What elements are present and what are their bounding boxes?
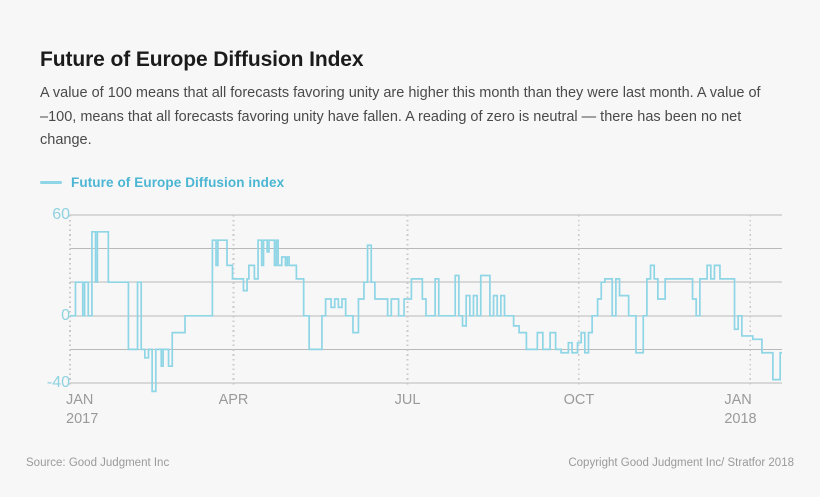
x-axis-tick: JAN 2017 bbox=[66, 392, 99, 427]
y-axis-tick: 0 bbox=[61, 306, 70, 324]
data-line-future-of-europe bbox=[70, 230, 782, 393]
chart-header: Future of Europe Diffusion Index A value… bbox=[40, 48, 780, 153]
x-axis-tick: JAN 2018 bbox=[724, 392, 757, 427]
x-axis-tick: JUL bbox=[394, 392, 421, 408]
chart-subtitle: A value of 100 means that all forecasts … bbox=[40, 85, 761, 149]
legend-item-label: Future of Europe Diffusion index bbox=[71, 175, 285, 190]
copyright-note: Copyright Good Judgment Inc/ Stratfor 20… bbox=[568, 457, 794, 469]
y-axis-tick-labels: 60 0 -40 bbox=[0, 0, 70, 497]
source-note: Source: Good Judgment Inc bbox=[26, 457, 170, 469]
legend-line-swatch-icon bbox=[40, 181, 62, 184]
chart-legend: Future of Europe Diffusion index bbox=[40, 175, 284, 190]
x-axis-tick: OCT bbox=[563, 392, 595, 408]
y-axis-tick: 60 bbox=[52, 206, 70, 223]
page-title: Future of Europe Diffusion Index bbox=[40, 48, 364, 71]
y-axis-tick: -40 bbox=[46, 374, 70, 391]
x-axis-tick: APR bbox=[218, 392, 249, 408]
